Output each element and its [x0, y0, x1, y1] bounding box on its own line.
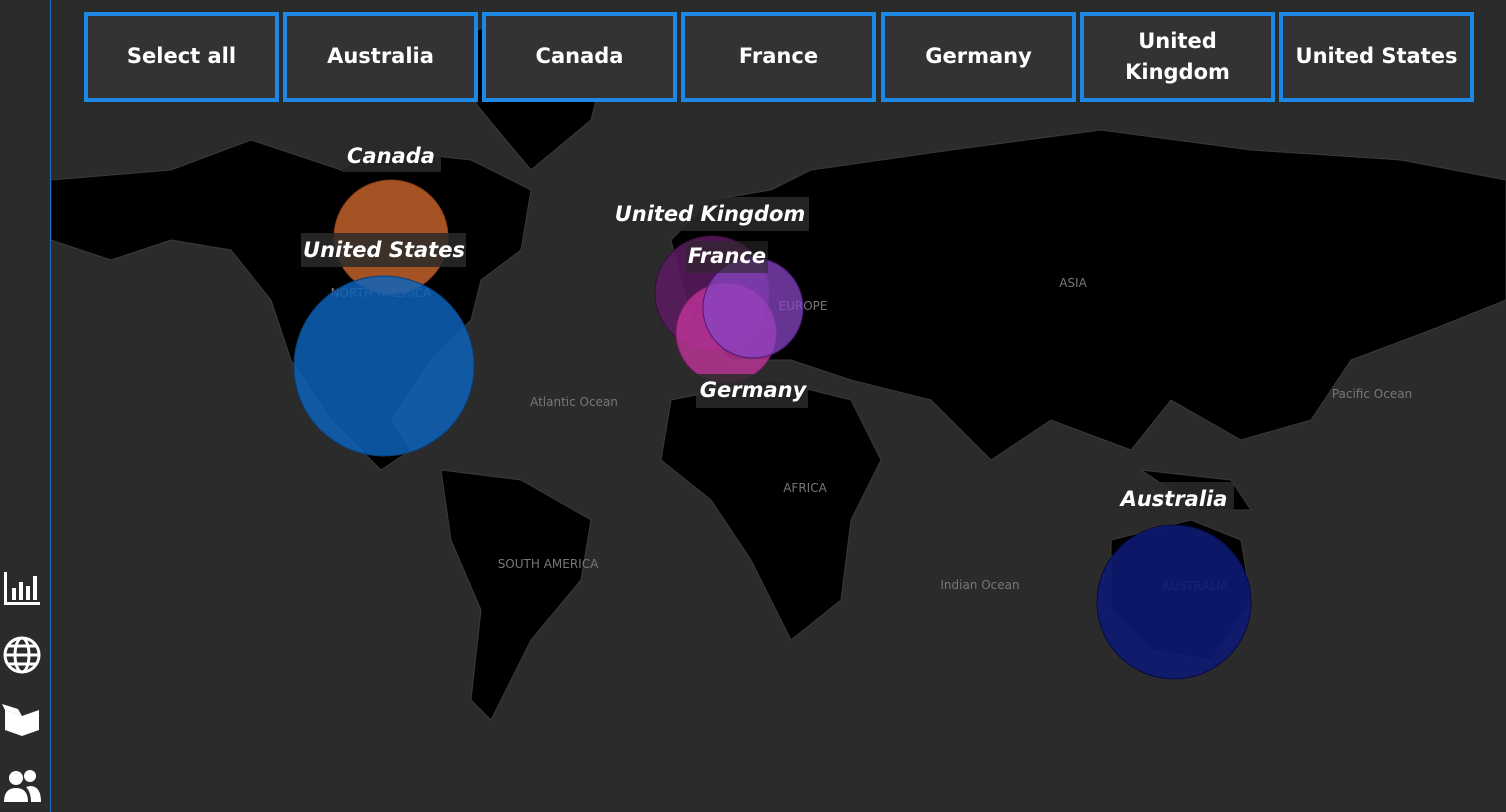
filter-button[interactable]: United Kingdom	[1080, 12, 1275, 102]
filter-button[interactable]: Canada	[482, 12, 677, 102]
map-label: ASIA	[1059, 276, 1087, 290]
filter-button[interactable]: Select all	[84, 12, 279, 102]
sidebar	[0, 0, 51, 812]
bubble-label: United States	[303, 238, 465, 262]
users-icon[interactable]	[4, 770, 41, 802]
map-label: Pacific Ocean	[1332, 387, 1412, 401]
map-label: AFRICA	[783, 481, 827, 495]
bubble-label: Canada	[347, 144, 435, 168]
map-label: Indian Ocean	[940, 578, 1019, 592]
bubble-label: Germany	[700, 378, 808, 402]
bubble-labels: Canada United States United Kingdom Fran…	[301, 140, 1234, 516]
map-label: Atlantic Ocean	[530, 395, 618, 409]
bubble-label: United Kingdom	[615, 202, 806, 226]
sidebar-icons	[2, 572, 41, 802]
chart-icon[interactable]	[4, 572, 40, 605]
filter-button[interactable]: France	[681, 12, 876, 102]
box-icon[interactable]	[2, 704, 39, 736]
bubble[interactable]	[1096, 524, 1252, 680]
filter-button[interactable]: United States	[1279, 12, 1474, 102]
filter-button[interactable]: Germany	[881, 12, 1076, 102]
bubble-label: Australia	[1119, 487, 1228, 511]
bubble-label: France	[688, 244, 766, 268]
bubble[interactable]	[293, 275, 475, 457]
map-label: SOUTH AMERICA	[498, 557, 599, 571]
world-map: NORTH AMERICA EUROPE ASIA AFRICA SOUTH A…	[51, 19, 1506, 721]
filter-button[interactable]: Australia	[283, 12, 478, 102]
land	[51, 19, 1506, 721]
globe-icon[interactable]	[3, 636, 41, 674]
